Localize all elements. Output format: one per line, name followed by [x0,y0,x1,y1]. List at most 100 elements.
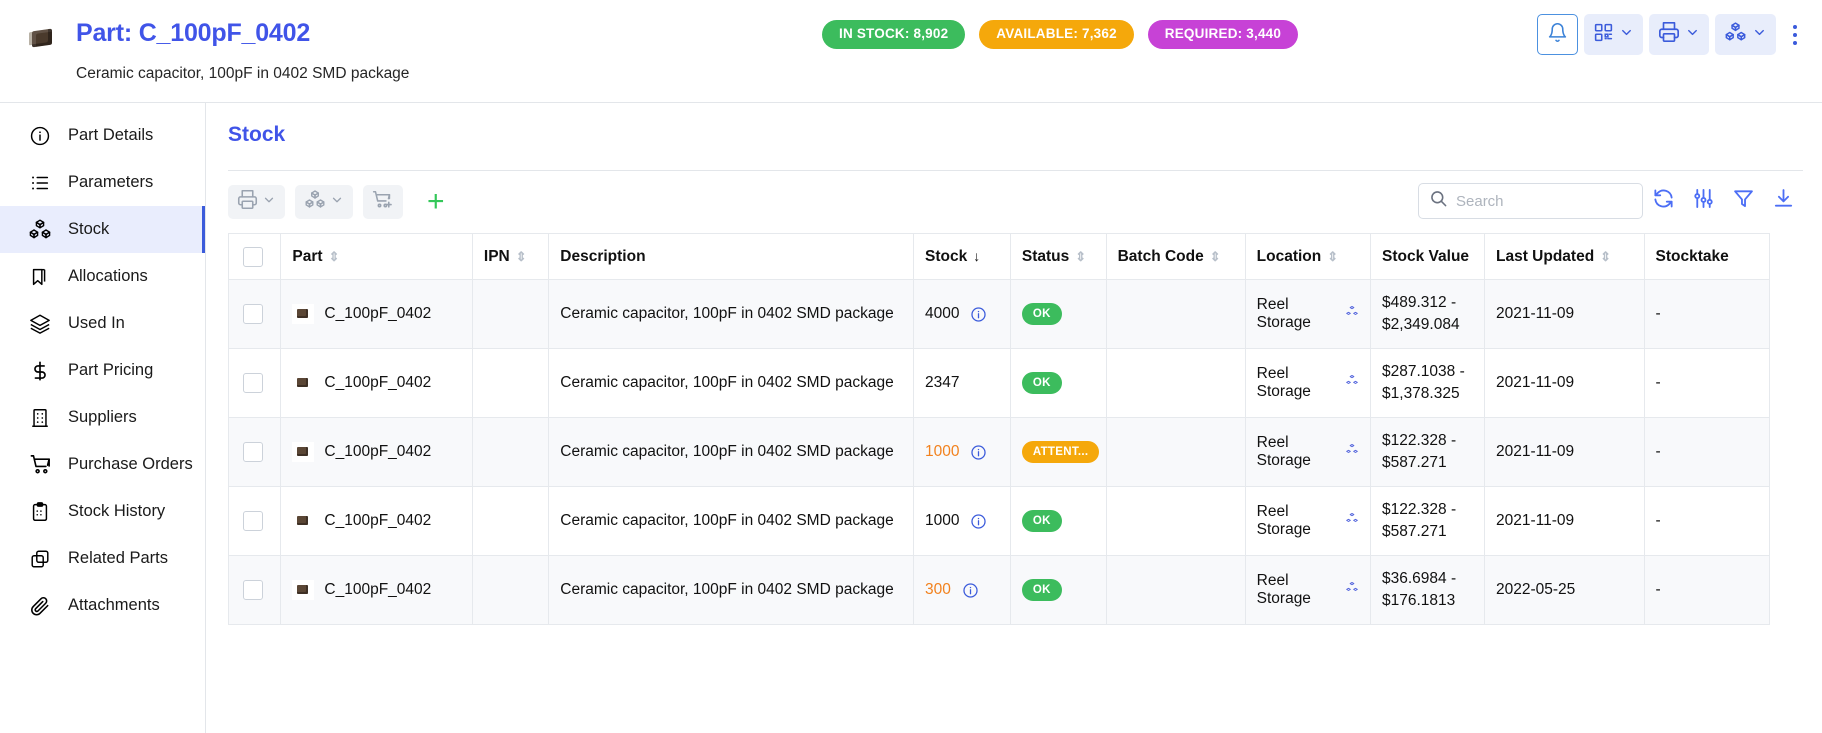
cell-ipn [471,486,550,556]
column-header-stock-value[interactable]: Stock Value [1370,233,1485,280]
sidebar-item-allocations[interactable]: Allocations [0,253,205,300]
column-header-part[interactable]: Part ⇕ [280,233,473,280]
column-header-ipn[interactable]: IPN ⇕ [471,233,550,280]
info-icon[interactable] [962,582,979,599]
row-checkbox[interactable] [243,373,263,393]
stock-boxes-icon [1345,581,1359,600]
search-input[interactable] [1456,192,1632,210]
row-checkbox[interactable] [243,304,263,324]
info-icon[interactable] [970,513,987,530]
part-description: Ceramic capacitor, 100pF in 0402 SMD pac… [76,65,410,82]
add-stock-item-button[interactable]: + [427,185,445,218]
sidebar-item-label: Purchase Orders [68,455,193,473]
cell-part: C_100pF_0402 [280,417,473,487]
table-row[interactable]: C_100pF_0402 Ceramic capacitor, 100pF in… [228,417,1771,487]
sidebar-item-part-details[interactable]: Part Details [0,112,205,159]
table-row[interactable]: C_100pF_0402 Ceramic capacitor, 100pF in… [228,348,1771,418]
row-checkbox[interactable] [243,580,263,600]
column-header-status[interactable]: Status ⇕ [1009,233,1107,280]
column-header-last-updated[interactable]: Last Updated ⇕ [1483,233,1645,280]
table-row[interactable]: C_100pF_0402 Ceramic capacitor, 100pF in… [228,279,1771,349]
cell-batch-code [1105,279,1246,349]
print-button[interactable] [228,185,285,219]
stock-actions-button[interactable] [1715,14,1776,55]
refresh-button[interactable] [1643,183,1683,219]
cell-last-updated: 2021-11-09 [1483,486,1645,556]
column-header-stock[interactable]: Stock ↓ [912,233,1011,280]
chevron-down-icon [1752,25,1767,45]
sort-icon: ⇕ [1075,248,1087,264]
building-icon [28,406,52,430]
table-options-button[interactable] [1683,183,1723,219]
sidebar-item-part-pricing[interactable]: Part Pricing [0,347,205,394]
info-icon[interactable] [970,444,987,461]
bell-icon [1547,22,1568,48]
print-actions-button[interactable] [1649,14,1709,55]
sidebar-item-parameters[interactable]: Parameters [0,159,205,206]
row-checkbox[interactable] [243,511,263,531]
search-icon [1429,189,1448,213]
cell-batch-code [1105,486,1246,556]
layers-icon [28,312,52,336]
cell-description: Ceramic capacitor, 100pF in 0402 SMD pac… [548,348,914,418]
header-action-group [1537,14,1808,55]
barcode-actions-button[interactable] [1584,14,1643,55]
panel-title: Stock [228,123,286,146]
cell-status: ATTENT... [1009,417,1107,487]
stock-boxes-icon [1345,443,1359,462]
chevron-down-icon [262,193,276,212]
cell-part: C_100pF_0402 [280,555,473,625]
filter-button[interactable] [1723,183,1763,219]
sidebar-item-label: Suppliers [68,408,137,426]
sidebar-item-label: Part Pricing [68,361,154,379]
stock-boxes-icon [1345,305,1359,324]
sidebar-item-label: Stock [68,220,110,238]
search-box[interactable] [1418,183,1643,219]
sidebar-item-suppliers[interactable]: Suppliers [0,394,205,441]
sort-icon: ⇕ [328,248,340,264]
cell-part: C_100pF_0402 [280,486,473,556]
capacitor-thumbnail-icon [292,580,315,600]
status-badge: OK [1021,372,1062,394]
cell-ipn [471,279,550,349]
cell-location: Reel Storage [1244,348,1372,418]
cell-stocktake: - [1643,279,1771,349]
sidebar-item-used-in[interactable]: Used In [0,300,205,347]
cell-stocktake: - [1643,348,1771,418]
sidebar-item-stock-history[interactable]: Stock History [0,488,205,535]
capacitor-thumbnail-icon [292,442,315,462]
page-title: Part: C_100pF_0402 [76,19,311,47]
cell-status: OK [1009,555,1107,625]
cell-stock: 1000 [912,486,1011,556]
sidebar-item-related-parts[interactable]: Related Parts [0,535,205,582]
chevron-down-icon [1685,25,1700,45]
sidebar-item-stock[interactable]: Stock [0,206,205,253]
cell-stock: 1000 [912,417,1011,487]
table-toolbar: + [228,171,1822,233]
select-all-checkbox[interactable] [243,246,263,267]
stock-options-button[interactable] [295,185,353,219]
column-header-stocktake[interactable]: Stocktake [1643,233,1771,280]
table-row[interactable]: C_100pF_0402 Ceramic capacitor, 100pF in… [228,486,1771,556]
column-header-batch-code[interactable]: Batch Code ⇕ [1105,233,1246,280]
sidebar-item-label: Stock History [68,502,166,520]
stock-table-wrapper: Part ⇕ IPN ⇕ Description Stock ↓ Status ⇕ [228,233,1822,625]
cell-last-updated: 2021-11-09 [1483,417,1645,487]
table-row[interactable]: C_100pF_0402 Ceramic capacitor, 100pF in… [228,555,1771,625]
stock-boxes-icon [304,189,326,216]
sidebar-item-purchase-orders[interactable]: Purchase Orders [0,441,205,488]
required-badge: REQUIRED: 3,440 [1147,20,1299,49]
info-icon[interactable] [970,306,987,323]
row-checkbox[interactable] [243,442,263,462]
panel-divider [228,170,1803,171]
column-header-location[interactable]: Location ⇕ [1244,233,1372,280]
cell-ipn [471,348,550,418]
notifications-button[interactable] [1537,14,1578,55]
copy-icon [28,547,52,571]
sidebar-item-attachments[interactable]: Attachments [0,582,205,629]
column-header-description[interactable]: Description [548,233,914,280]
sidebar-item-label: Related Parts [68,549,168,567]
order-parts-button[interactable] [363,185,403,219]
overflow-menu-button[interactable] [1782,24,1808,45]
download-button[interactable] [1763,183,1803,219]
